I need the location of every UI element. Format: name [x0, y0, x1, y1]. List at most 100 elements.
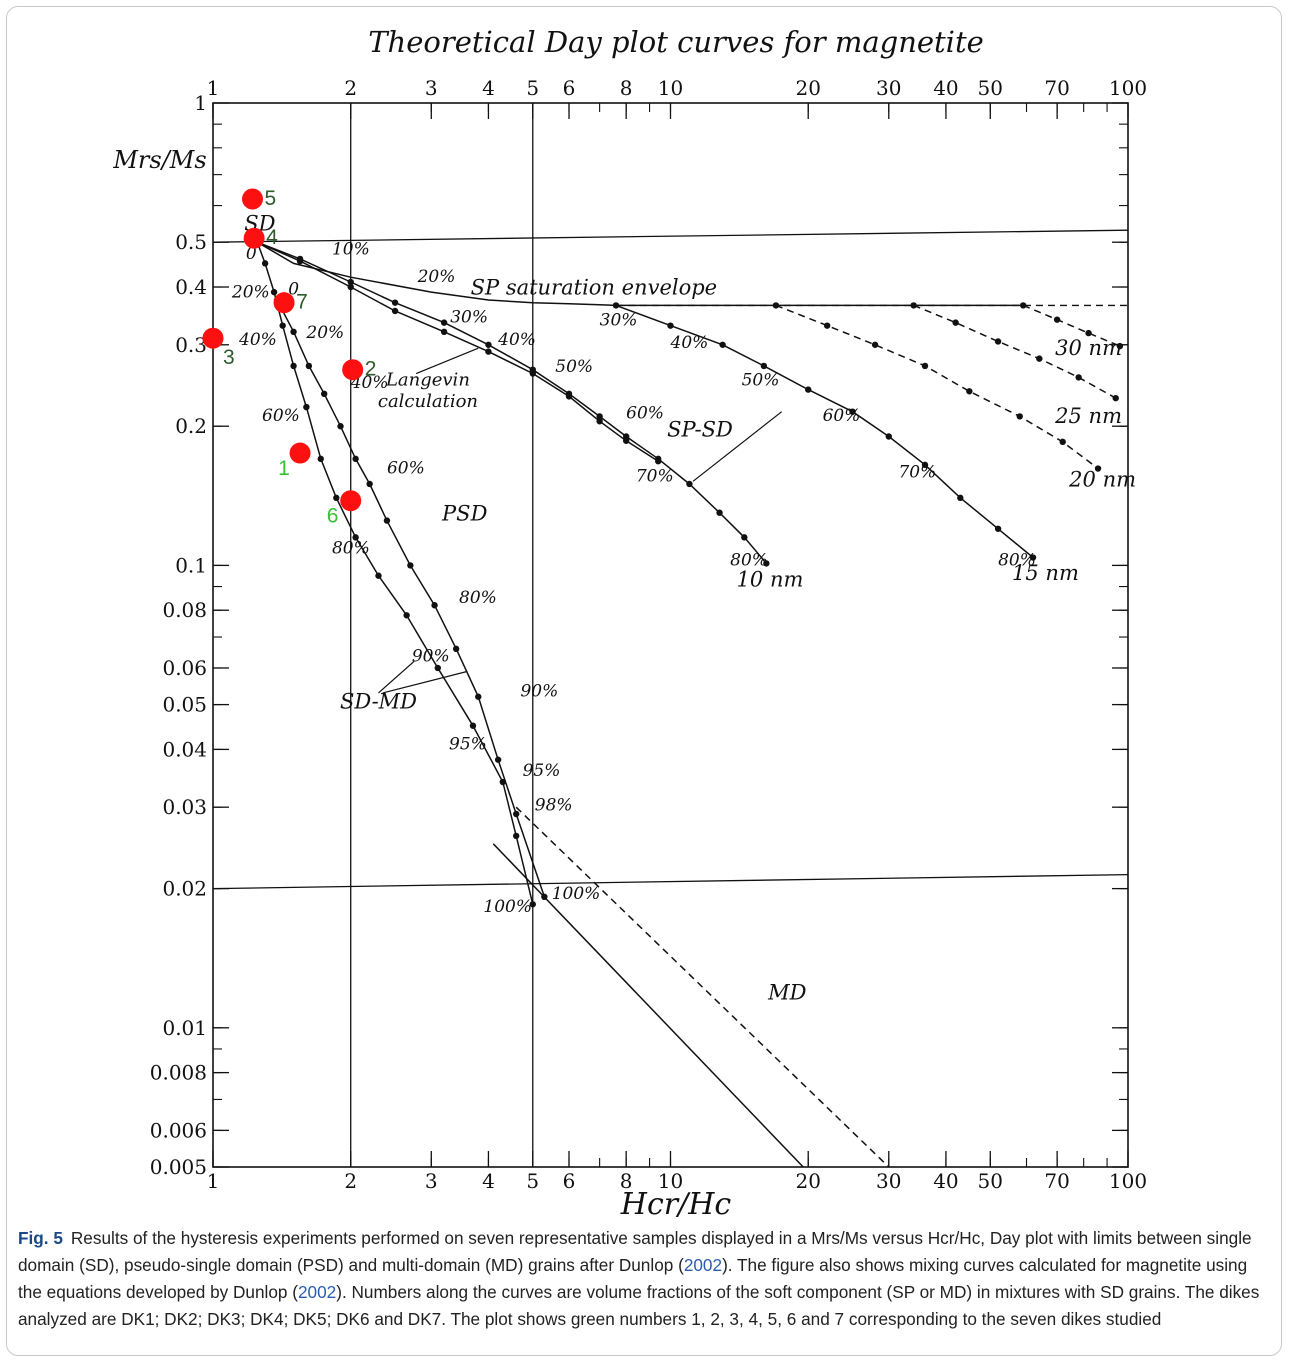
md-line	[492, 843, 804, 1168]
sd-md-curve-2-point	[431, 602, 438, 609]
langevin-curve-point	[596, 418, 603, 425]
sp-sd-curve-10nm-point	[485, 341, 492, 348]
sp-sd-curve-25nm-point	[994, 338, 1002, 345]
y-tick-label: 0.5	[175, 230, 207, 254]
langevin-curve-point	[529, 370, 536, 377]
x-tick-label: 30	[876, 1169, 901, 1193]
x-tick-label: 100	[1109, 1169, 1147, 1193]
label-20nm: 20 nm	[1068, 468, 1136, 492]
pct-label: 50%	[555, 357, 593, 377]
sd-md-curve-1-point	[290, 362, 297, 370]
sd-md-curve-1-point	[434, 664, 441, 672]
y-tick-label: 0.008	[150, 1061, 207, 1085]
x-tick-label: 5	[526, 1169, 539, 1193]
sp-sd-curve-15nm-point	[1029, 554, 1037, 561]
x-tick-label-top: 40	[933, 76, 958, 100]
sd-md-curve-2-point	[305, 362, 313, 370]
y-tick-label: 0.04	[162, 737, 207, 761]
sp-sd-curve-15nm-point	[957, 494, 964, 502]
langevin-curve-point	[485, 348, 492, 355]
sp-sd-curve-15nm-point	[994, 525, 1002, 532]
pct-label: 60%	[626, 403, 664, 423]
y-tick-label: 0.01	[162, 1016, 207, 1040]
sp-sd-curve-15nm-point	[885, 433, 892, 440]
sp-sd-curve-25nm-point	[1075, 374, 1082, 381]
pct-label: 10%	[332, 240, 370, 260]
sp-sd-curve-15nm-point	[760, 362, 768, 370]
sample-point-dk7	[273, 292, 295, 314]
sp-sd-pointer	[692, 411, 783, 482]
caption-ref-2[interactable]: 2002	[297, 1282, 337, 1302]
x-tick-label: 6	[563, 1169, 576, 1193]
sample-point-dk6	[340, 490, 362, 512]
pct-label: 20%	[417, 267, 456, 287]
pct-label: 100%	[552, 884, 601, 904]
label-10nm: 10 nm	[737, 568, 804, 592]
x-tick-label: 50	[978, 1169, 1003, 1193]
caption-text-2: ). The figure also shows mixing curves c…	[18, 1255, 1248, 1302]
sp-sd-curve-20nm-point	[1016, 413, 1023, 420]
sp-sd-curve-15nm-point	[719, 341, 726, 348]
y-tick-label: 0.06	[162, 656, 207, 680]
x-tick-label-top: 30	[876, 76, 901, 100]
caption-ref-1[interactable]: 2002	[683, 1255, 723, 1275]
pct-label: 95%	[523, 761, 561, 781]
pct-label: 40%	[350, 373, 389, 393]
sp-sd-curve-30nm-point	[1116, 342, 1124, 350]
sd-md-curve-2-point	[452, 645, 460, 653]
pct-label: 90%	[412, 646, 450, 666]
sp-sd-curve-15nm-point	[849, 408, 856, 415]
pct-label: 40%	[670, 333, 709, 353]
langevin-curve-point	[296, 257, 304, 265]
sp-sd-curve-20nm-point	[823, 322, 831, 329]
x-tick-label-top: 5	[526, 76, 539, 100]
pct-label: 0	[246, 244, 257, 264]
sd-md-curve-2-point	[366, 480, 373, 488]
sample-label-dk5: 5	[265, 187, 277, 210]
x-tick-label-top: 4	[482, 76, 495, 100]
sp-sd-curve-20nm-point	[871, 341, 879, 348]
sp-sd-curve-20nm-point	[1094, 465, 1102, 472]
pct-label: 70%	[636, 466, 674, 486]
sd-md-curve-1-point	[333, 494, 340, 502]
y-tick-label: 0.006	[150, 1118, 207, 1142]
sp-sd-curve-30nm-point	[1019, 302, 1027, 309]
x-tick-label-top: 100	[1109, 76, 1147, 100]
sp-sd-curve-15nm-point	[805, 386, 812, 393]
x-tick-label: 3	[425, 1169, 438, 1193]
sd-md-curve-1-point	[279, 322, 286, 329]
sp-sd-curve-25nm-point	[952, 319, 959, 326]
label-langevin: calculation	[378, 391, 478, 412]
sample-point-dk5	[242, 188, 264, 210]
langevin-curve-point	[565, 393, 573, 400]
sp-sd-curve-30nm-point	[1085, 329, 1092, 337]
label-25nm: 25 nm	[1054, 404, 1122, 428]
y-tick-label: 0.1	[175, 553, 207, 577]
label-15nm: 15 nm	[1012, 561, 1079, 585]
sd-md-curve-2-point	[513, 810, 520, 818]
y-tick-label: 1	[194, 91, 207, 115]
sample-label-dk7: 7	[296, 291, 308, 314]
langevin-curve-point	[655, 458, 662, 465]
label-sp-envelope: SP saturation envelope	[471, 276, 717, 300]
pct-label: 30%	[450, 308, 488, 328]
langevin-curve-point	[622, 437, 630, 444]
x-tick-label: 8	[620, 1169, 633, 1193]
x-tick-label-top: 2	[344, 76, 357, 100]
sd-md-curve-1-point	[375, 572, 382, 579]
pct-label: 40%	[238, 330, 277, 350]
pct-label: 70%	[898, 462, 936, 482]
x-tick-label: 10	[658, 1169, 683, 1193]
sd-limit-line	[212, 229, 1129, 243]
pct-label: 20%	[305, 323, 344, 343]
y-tick-label: 0.08	[162, 598, 207, 622]
sd-md-curve-1-point	[469, 722, 477, 729]
sample-label-dk6: 6	[327, 505, 339, 528]
x-tick-label-top: 20	[795, 76, 820, 100]
caption-text-3: ). Numbers along the curves are volume f…	[18, 1282, 1260, 1329]
y-tick-label: 0.3	[175, 333, 207, 357]
sd-md-curve-1-point	[352, 534, 359, 541]
figure-number: Fig. 5	[18, 1228, 63, 1248]
sd-md-curve-2-point	[494, 756, 502, 763]
x-tick-label-top: 1	[207, 76, 220, 100]
